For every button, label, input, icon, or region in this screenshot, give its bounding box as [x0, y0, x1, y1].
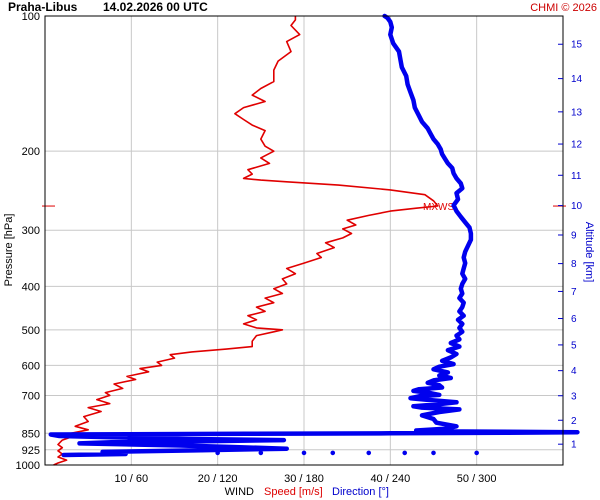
y-axis-title: Pressure [hPa] — [3, 214, 15, 287]
altitude-tick-9: 9 — [571, 230, 577, 241]
direction-dot-8 — [474, 450, 479, 456]
pressure-tick-labels: 100 200 300 400 500 600 700 850 925 1000 — [16, 11, 40, 472]
direction-dot-3 — [301, 450, 307, 456]
direction-series-line — [48, 13, 580, 458]
series-group — [48, 13, 580, 466]
plot-frame — [44, 15, 564, 466]
credit-label: CHMI © 2026 — [530, 2, 597, 14]
altitude-tick-2: 2 — [571, 416, 577, 427]
x-tick-label-4: 40 / 240 — [370, 473, 410, 485]
pressure-tick-400: 400 — [22, 281, 40, 293]
altitude-tick-8: 8 — [571, 259, 577, 270]
x-axis-title-wind: WIND — [225, 486, 254, 498]
chart-datetime: 14.02.2026 00 UTC — [103, 0, 208, 14]
x-axis-title-direction: Direction [°] — [332, 486, 389, 498]
pressure-tick-1000: 1000 — [16, 460, 40, 472]
direction-dot-2 — [258, 450, 264, 456]
direction-dot-7 — [431, 450, 436, 456]
altitude-tick-15: 15 — [571, 40, 583, 51]
pressure-tick-925: 925 — [22, 445, 40, 457]
y-axis-right-title: Altitude [km] — [583, 222, 595, 283]
x-tick-label-2: 20 / 120 — [198, 473, 238, 485]
altitude-tick-4: 4 — [571, 366, 577, 377]
direction-dot-6 — [402, 450, 408, 456]
x-tick-label-1: 10 / 60 — [115, 473, 149, 485]
pressure-tick-700: 700 — [22, 390, 40, 402]
altitude-tick-5: 5 — [571, 340, 577, 351]
x-axis-title-speed: Speed [m/s] — [264, 486, 323, 498]
altitude-tick-12: 12 — [571, 140, 583, 151]
grid-lines — [45, 15, 563, 466]
altitude-tick-3: 3 — [571, 391, 577, 402]
direction-dot-5 — [366, 450, 372, 456]
altitude-tick-1: 1 — [571, 440, 577, 451]
pressure-tick-300: 300 — [22, 225, 40, 237]
altitude-tick-13: 13 — [571, 107, 583, 118]
x-tick-label-5: 50 / 300 — [457, 473, 497, 485]
altitude-tick-10: 10 — [571, 201, 583, 212]
pressure-tick-600: 600 — [22, 360, 40, 372]
altitude-tick-7: 7 — [571, 287, 577, 298]
pressure-tick-850: 850 — [22, 428, 40, 440]
x-tick-label-3: 30 / 180 — [284, 473, 324, 485]
pressure-tick-200: 200 — [22, 146, 40, 158]
x-tick-labels: 10 / 60 20 / 120 30 / 180 40 / 240 50 / 300 — [115, 473, 497, 485]
direction-dot-4 — [330, 450, 336, 456]
direction-dot-1 — [215, 450, 220, 456]
altitude-tick-6: 6 — [571, 314, 577, 325]
max-wind-label: MXWS — [423, 202, 454, 213]
chart-title: Praha-Libus — [8, 0, 78, 14]
pressure-tick-500: 500 — [22, 325, 40, 337]
altitude-tick-11: 11 — [571, 171, 582, 182]
pressure-tick-100: 100 — [22, 11, 40, 23]
speed-series-line — [53, 16, 439, 466]
altitude-tick-14: 14 — [571, 74, 583, 85]
